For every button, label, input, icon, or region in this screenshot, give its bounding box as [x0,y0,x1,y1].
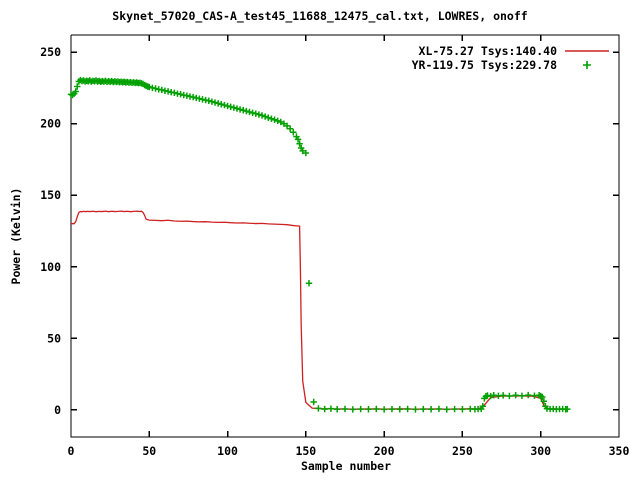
x-tick-label: 150 [295,444,316,458]
series-point-marker [224,102,231,110]
x-tick-label: 200 [374,444,395,458]
series-point-marker [74,83,81,90]
series-2 [67,76,571,413]
series-point-marker [349,406,357,413]
series-point-marker [341,405,349,413]
series-point-marker [233,105,241,112]
series-point-marker [158,86,166,94]
series-point-marker [258,112,266,119]
series-point-marker [287,125,294,132]
x-axis-label: Sample number [301,459,391,473]
x-tick-label: 300 [530,444,551,458]
series-point-marker [294,136,302,143]
series-point-marker [540,398,548,405]
x-tick-label: 100 [217,444,238,458]
series-point-marker [357,405,364,413]
series-point-marker [388,405,396,413]
series-point-marker [265,114,272,121]
x-tick-label: 0 [68,444,75,458]
series-point-marker [274,117,281,125]
series-point-marker [290,129,297,136]
series-point-marker [230,104,238,111]
series-point-marker [512,392,519,399]
series-point-marker [164,88,172,95]
series-point-marker [171,89,178,96]
series-point-marker [205,97,212,105]
series-point-marker [396,406,403,413]
x-tick-label: 50 [142,444,156,458]
series-point-marker [305,280,313,287]
series-point-marker [365,406,372,413]
series-point-marker [412,406,419,413]
series-point-marker [296,140,303,147]
series-point-marker [208,98,216,105]
series-point-marker [564,405,571,413]
series-point-marker [427,406,435,413]
series-point-marker [189,93,197,101]
series-point-marker [315,405,322,412]
series-point-marker [183,92,191,99]
series-point-marker [524,391,532,399]
series-point-marker [333,406,341,413]
y-tick-label: 250 [40,45,61,59]
series-point-marker [487,392,494,400]
series-point-marker [443,406,450,413]
series-point-marker [310,398,317,406]
series-point-marker [152,85,159,92]
legend-label-2: YR-119.75 Tsys:229.78 [412,58,557,72]
y-tick-label: 0 [54,403,61,417]
series-point-marker [243,107,250,115]
series-point-marker [240,107,247,114]
series-point-marker [177,91,184,98]
series-point-marker [404,405,411,413]
series-point-marker [451,405,458,413]
series-point-marker [518,392,526,399]
series-point-marker [435,405,443,413]
series-point-marker [271,116,278,123]
series-point-marker [255,111,263,118]
series-point-marker [221,101,228,109]
series-point-marker [246,108,253,116]
series-point-marker [268,115,275,122]
data-series-group [67,76,571,413]
series-point-marker [236,106,244,113]
series-point-marker [499,392,507,399]
series-point-marker [252,110,259,117]
series-point-marker [539,393,546,401]
series-point-marker [380,406,388,413]
series-point-marker [479,403,486,410]
x-tick-label: 250 [452,444,473,458]
y-tick-label: 150 [40,188,61,202]
series-point-marker [211,99,219,106]
series-point-marker [321,405,328,413]
y-tick-label: 100 [40,260,61,274]
y-tick-label: 50 [47,331,61,345]
series-point-marker [302,149,310,157]
x-tick-label: 350 [609,444,630,458]
series-point-marker [72,88,79,95]
series-point-marker [459,406,466,413]
x-axis-ticks: 0 50 100 150 200 250 300 350 [68,35,630,458]
series-point-marker [146,83,153,91]
series-point-marker [373,405,380,413]
series-point-marker [249,109,256,117]
y-axis-ticks: 0 50 100 150 200 250 [40,45,619,417]
series-point-marker [214,100,222,107]
series-point-marker [420,405,427,413]
page-title: Skynet_57020_CAS-A_test45_11688_12475_ca… [112,9,527,24]
series-point-marker [261,113,269,120]
series-point-marker [327,405,335,412]
plot-axes: 0 50 100 150 200 250 0 50 100 150 200 250 300 350 [40,34,630,458]
y-tick-label: 200 [40,117,61,131]
series-point-marker [218,101,225,108]
legend-label-1: XL-75.27 Tsys:140.40 [419,44,558,58]
legend-swatch-plus-2 [583,61,591,69]
y-axis-label: Power (Kelvin) [9,188,23,285]
series-point-marker [227,103,234,111]
series-point-marker [506,392,513,400]
